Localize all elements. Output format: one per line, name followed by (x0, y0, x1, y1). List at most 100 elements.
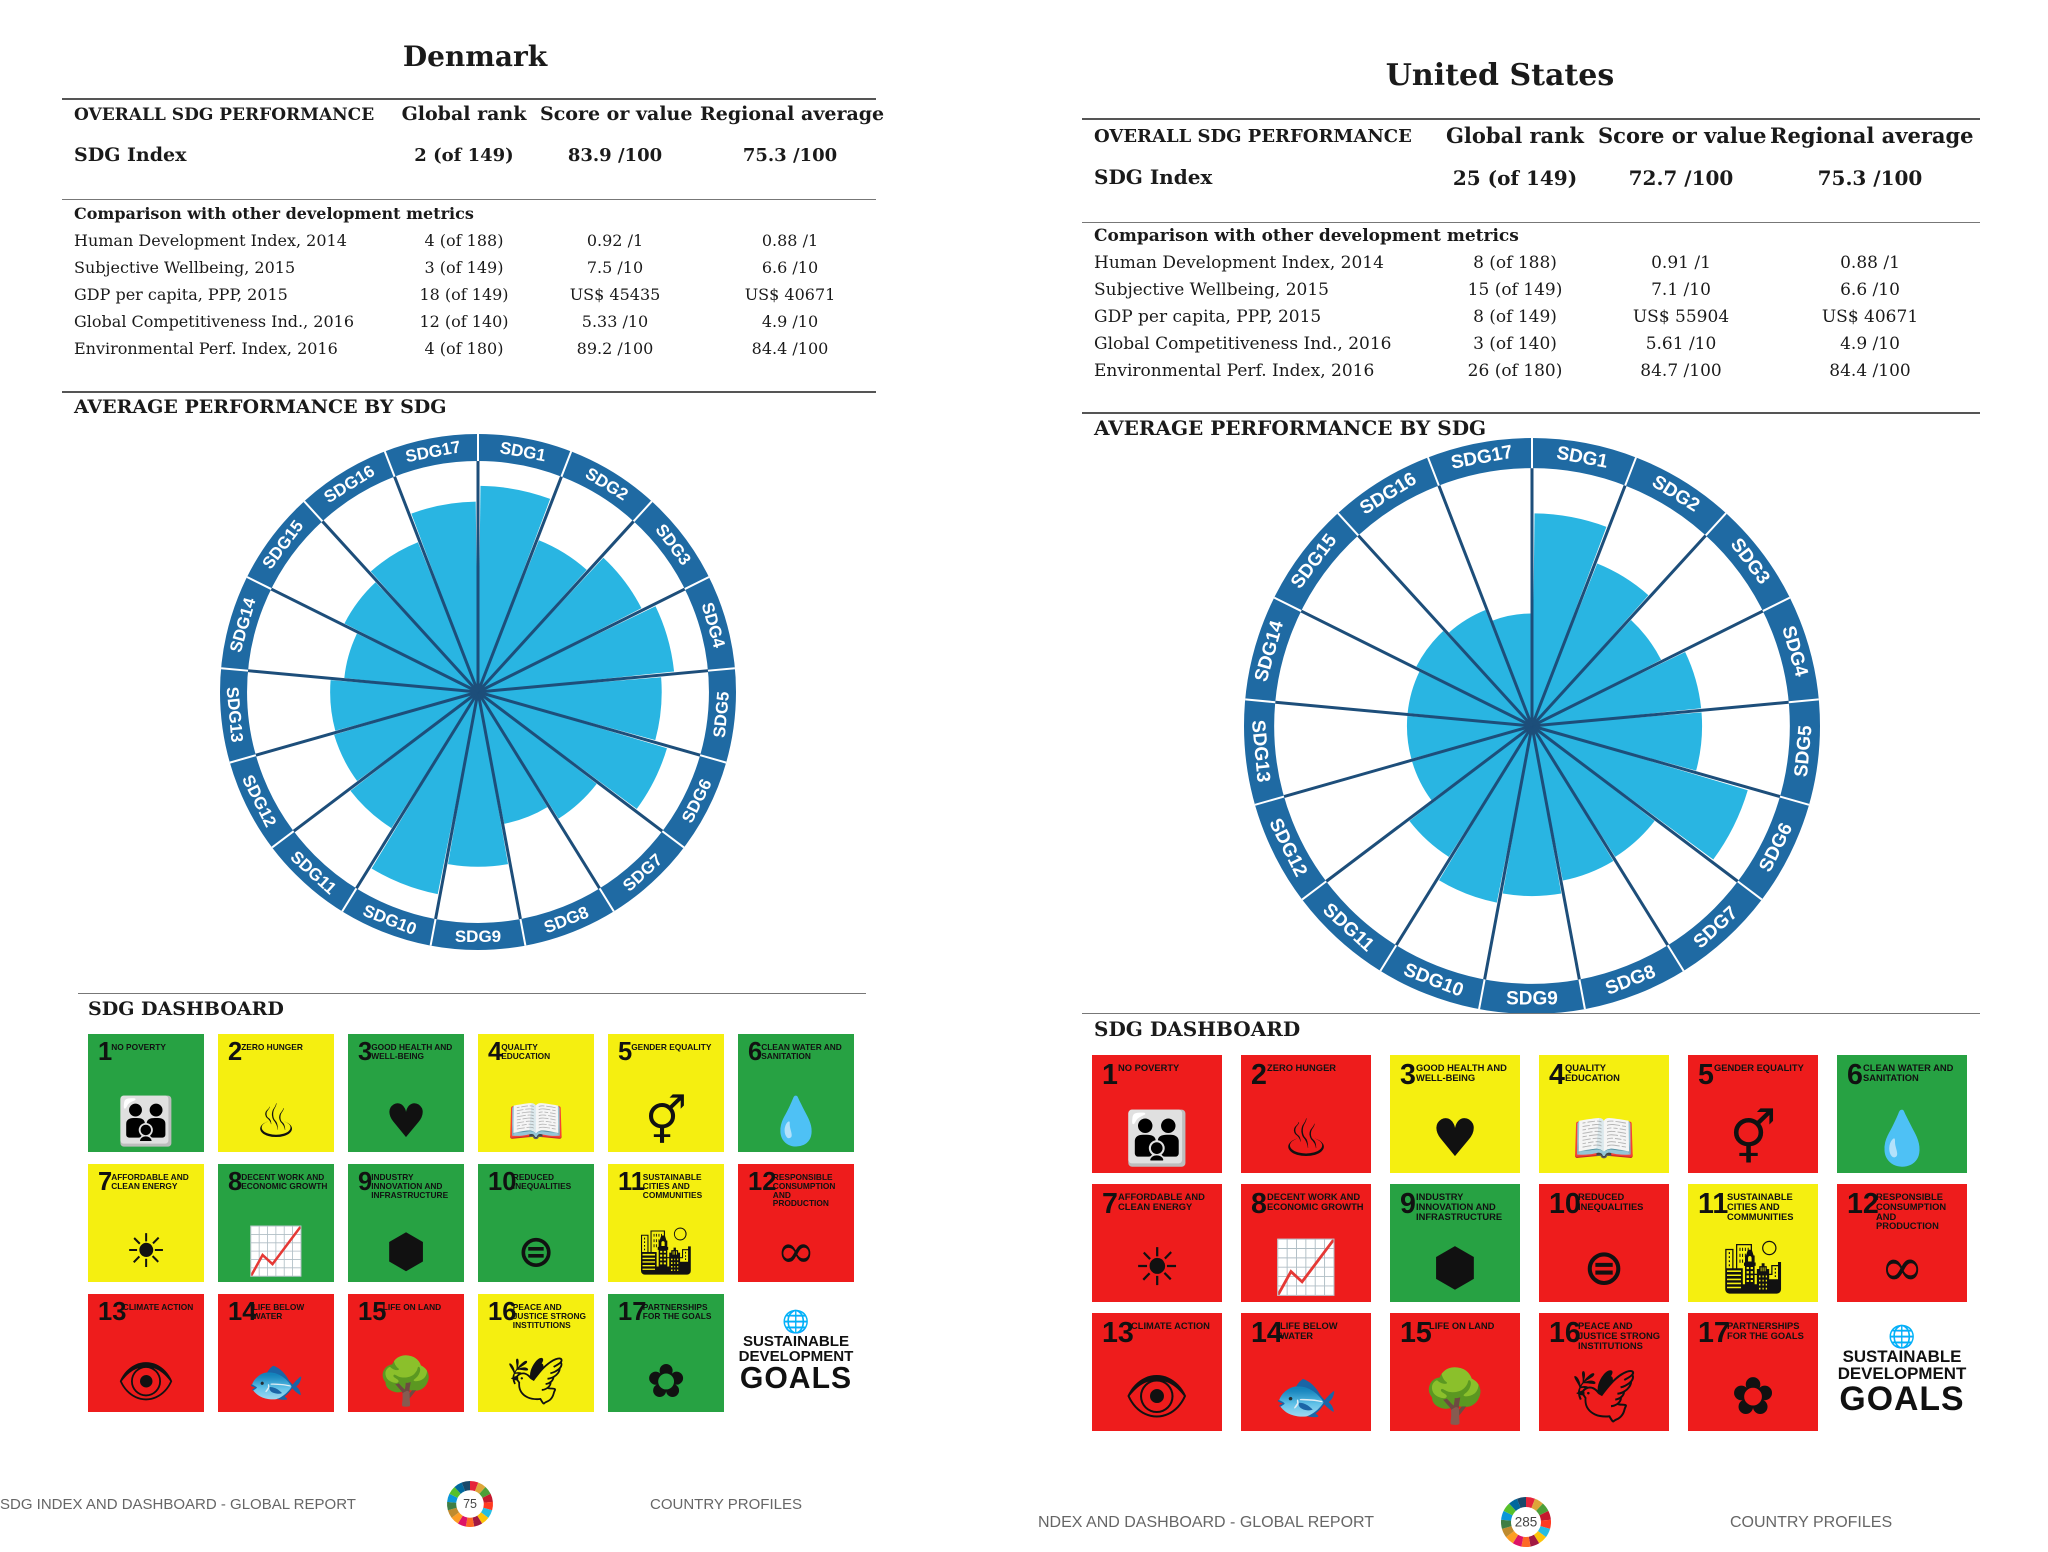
wheel-spoke (1530, 485, 1627, 727)
metric-regional: 6.6 /10 (761, 258, 819, 277)
sdg-tile-5: 5 GENDER EQUALITY ⚥ (608, 1034, 724, 1152)
wheel-bar-sdg5 (1532, 712, 1703, 771)
book-icon: 📖 (1571, 1109, 1637, 1169)
sdg-tile-title: CLEAN WATER AND SANITATION (1863, 1063, 1954, 1083)
metric-score: 5.61 /10 (1645, 334, 1717, 354)
metric-regional: 0.88 /1 (761, 231, 819, 250)
sdg-tile-title: SUSTAINABLE CITIES AND COMMUNITIES (642, 1172, 703, 1200)
sdg-tile-title: REDUCED INEQUALITIES (1578, 1192, 1644, 1212)
sdg-index-regional: 75.3 /100 (1817, 166, 1923, 190)
sdg-tile-4: 4 QUALITY EDUCATION 📖 (478, 1034, 594, 1152)
eye-globe-icon: 👁 (116, 1353, 176, 1408)
country-profile-denmark: Denmark OVERALL SDG PERFORMANCE Global r… (0, 0, 1000, 1536)
sdg-tile-number: 17 (618, 1298, 647, 1326)
sdg-tile-title: LIFE BELOW WATER (252, 1302, 305, 1321)
sdg-tile-2: 2 ZERO HUNGER ♨ (1241, 1055, 1371, 1173)
wheel-spoke (1394, 725, 1534, 947)
sdg-tile-title: PARTNERSHIPS FOR THE GOALS (642, 1302, 712, 1321)
wheel-spoke (477, 587, 686, 694)
sdg-dashboard: 1 NO POVERTY 👪 2 ZERO HUNGER ♨ 3 GOOD HEALTH AN… (1092, 1055, 1967, 1431)
city-icon: 🏙 (1719, 1238, 1786, 1298)
sdg-tile-number: 16 (488, 1298, 517, 1326)
wheel-spoke (476, 691, 522, 920)
wheel-spoke (1283, 724, 1533, 799)
sdg-tile-8: 8 DECENT WORK AND ECONOMIC GROWTH 📈 (218, 1164, 334, 1282)
wheel-bar-sdg8 (1532, 726, 1614, 881)
sdg-tile-title: INDUSTRY INNOVATION AND INFRASTRUCTURE (1416, 1192, 1503, 1222)
wheel-bar-sdg16 (1448, 609, 1532, 726)
wheel-bar-sdg15 (344, 582, 478, 692)
bowl-icon: ♨ (255, 1093, 297, 1148)
sdg-tile-17: 17 PARTNERSHIPS FOR THE GOALS ✿ (608, 1294, 724, 1412)
wheel-bar-sdg4 (1532, 652, 1702, 726)
metric-regional: 4.9 /10 (1840, 334, 1900, 354)
sdg-tile-number: 1 (98, 1038, 113, 1066)
metric-score: 89.2 /100 (576, 339, 654, 358)
metric-label: Human Development Index, 2014 (74, 231, 347, 250)
wheel-bar-sdg7 (478, 692, 597, 819)
wheel-spoke (477, 690, 701, 757)
infinity-icon: ∞ (776, 1223, 816, 1278)
metric-score: 5.33 /10 (581, 312, 649, 331)
sdg-tile-6: 6 CLEAN WATER AND SANITATION 💧 (738, 1034, 854, 1152)
wheel-bar-sdg10 (1439, 726, 1532, 903)
sdg-tile-7: 7 AFFORDABLE AND CLEAN ENERGY ☀ (1092, 1184, 1222, 1302)
page-number: 75 (463, 1497, 477, 1511)
sdg-goals-logo: 🌐 SUSTAINABLE DEVELOPMENT GOALS (1837, 1313, 1967, 1431)
sun-icon: ☀ (125, 1223, 167, 1278)
metric-regional: 84.4 /100 (751, 339, 829, 358)
sdg-tile-12: 12 RESPONSIBLE CONSUMPTION AND PRODUCTION… (738, 1164, 854, 1282)
sdg-tile-6: 6 CLEAN WATER AND SANITATION 💧 (1837, 1055, 1967, 1173)
sdg-tile-number: 9 (358, 1168, 373, 1196)
sdg-tile-title: DECENT WORK AND ECONOMIC GROWTH (241, 1172, 328, 1191)
logo-text-line1: SUSTAINABLE (742, 1332, 850, 1350)
wheel-bar-sdg6 (478, 692, 667, 809)
wheel-bar-sdg4 (478, 606, 675, 692)
wheel-spoke (476, 520, 635, 694)
sdg-tile-title: INDUSTRY INNOVATION AND INFRASTRUCTURE (371, 1172, 449, 1200)
wheel-bar-sdg15 (1416, 630, 1532, 726)
header-regional: Regional average (700, 103, 885, 125)
sdg-tile-number: 12 (748, 1168, 777, 1196)
metric-rank: 3 (of 149) (424, 258, 504, 277)
metric-rank: 8 (of 188) (1473, 253, 1557, 273)
metric-score: 0.91 /1 (1651, 253, 1711, 273)
sdg-index-label: SDG Index (74, 144, 187, 166)
page-number-wheel: 75 (447, 1481, 493, 1527)
fish-icon: 🐟 (247, 1353, 305, 1408)
sdg-dashboard: 1 NO POVERTY 👪 2 ZERO HUNGER ♨ 3 GOOD HEALTH AN… (88, 1034, 854, 1412)
sdg-tile-number: 5 (618, 1038, 633, 1066)
un-emblem-icon: 🌐 (1888, 1325, 1916, 1351)
wheel-spoke (476, 476, 563, 693)
sdg-tile-title: LIFE BELOW WATER (1280, 1321, 1338, 1341)
metric-rank: 26 (of 180) (1467, 361, 1563, 381)
sdg-tile-16: 16 PEACE AND JUSTICE STRONG INSTITUTIONS 🕊 (1539, 1313, 1669, 1431)
book-icon: 📖 (507, 1093, 565, 1148)
sdg-tile-number: 17 (1698, 1317, 1730, 1349)
dashboard-rule (78, 993, 866, 994)
wheel-spoke (1531, 609, 1764, 728)
un-emblem-icon: 🌐 (782, 1309, 810, 1335)
header-global-rank: Global rank (401, 103, 527, 125)
wheel-bar-sdg11 (1409, 726, 1532, 857)
wheel-spoke (477, 690, 664, 833)
sdg-tile-16: 16 PEACE AND JUSTICE STRONG INSTITUTIONS 🕊 (478, 1294, 594, 1412)
wheel-bar-sdg17 (411, 501, 478, 692)
sdg-tile-number: 14 (228, 1298, 257, 1326)
wheel-bar-sdg13 (1406, 715, 1532, 759)
sdg-tile-8: 8 DECENT WORK AND ECONOMIC GROWTH 📈 (1241, 1184, 1371, 1302)
sdg-tile-number: 11 (1698, 1188, 1729, 1220)
sdg-tile-5: 5 GENDER EQUALITY ⚥ (1688, 1055, 1818, 1173)
wheel-bar-sdg14 (1407, 671, 1532, 726)
wheel-spoke (1357, 534, 1534, 728)
sdg-index-label: SDG Index (1094, 165, 1213, 189)
cubes-icon: ⬢ (1432, 1238, 1478, 1298)
sdg-wheel-svg: SDG1SDG2SDG3SDG4SDG5SDG6SDG7SDG8SDG9SDG1… (1243, 437, 1821, 1015)
metric-label: Human Development Index, 2014 (1094, 253, 1384, 273)
gender-icon: ⚥ (1729, 1109, 1777, 1169)
sdg-tile-number: 2 (228, 1038, 243, 1066)
infinity-icon: ∞ (1880, 1238, 1924, 1298)
dove-gavel-icon: 🕊 (506, 1353, 566, 1408)
wheel-spoke (247, 669, 479, 694)
sdg-tile-number: 15 (1400, 1317, 1432, 1349)
